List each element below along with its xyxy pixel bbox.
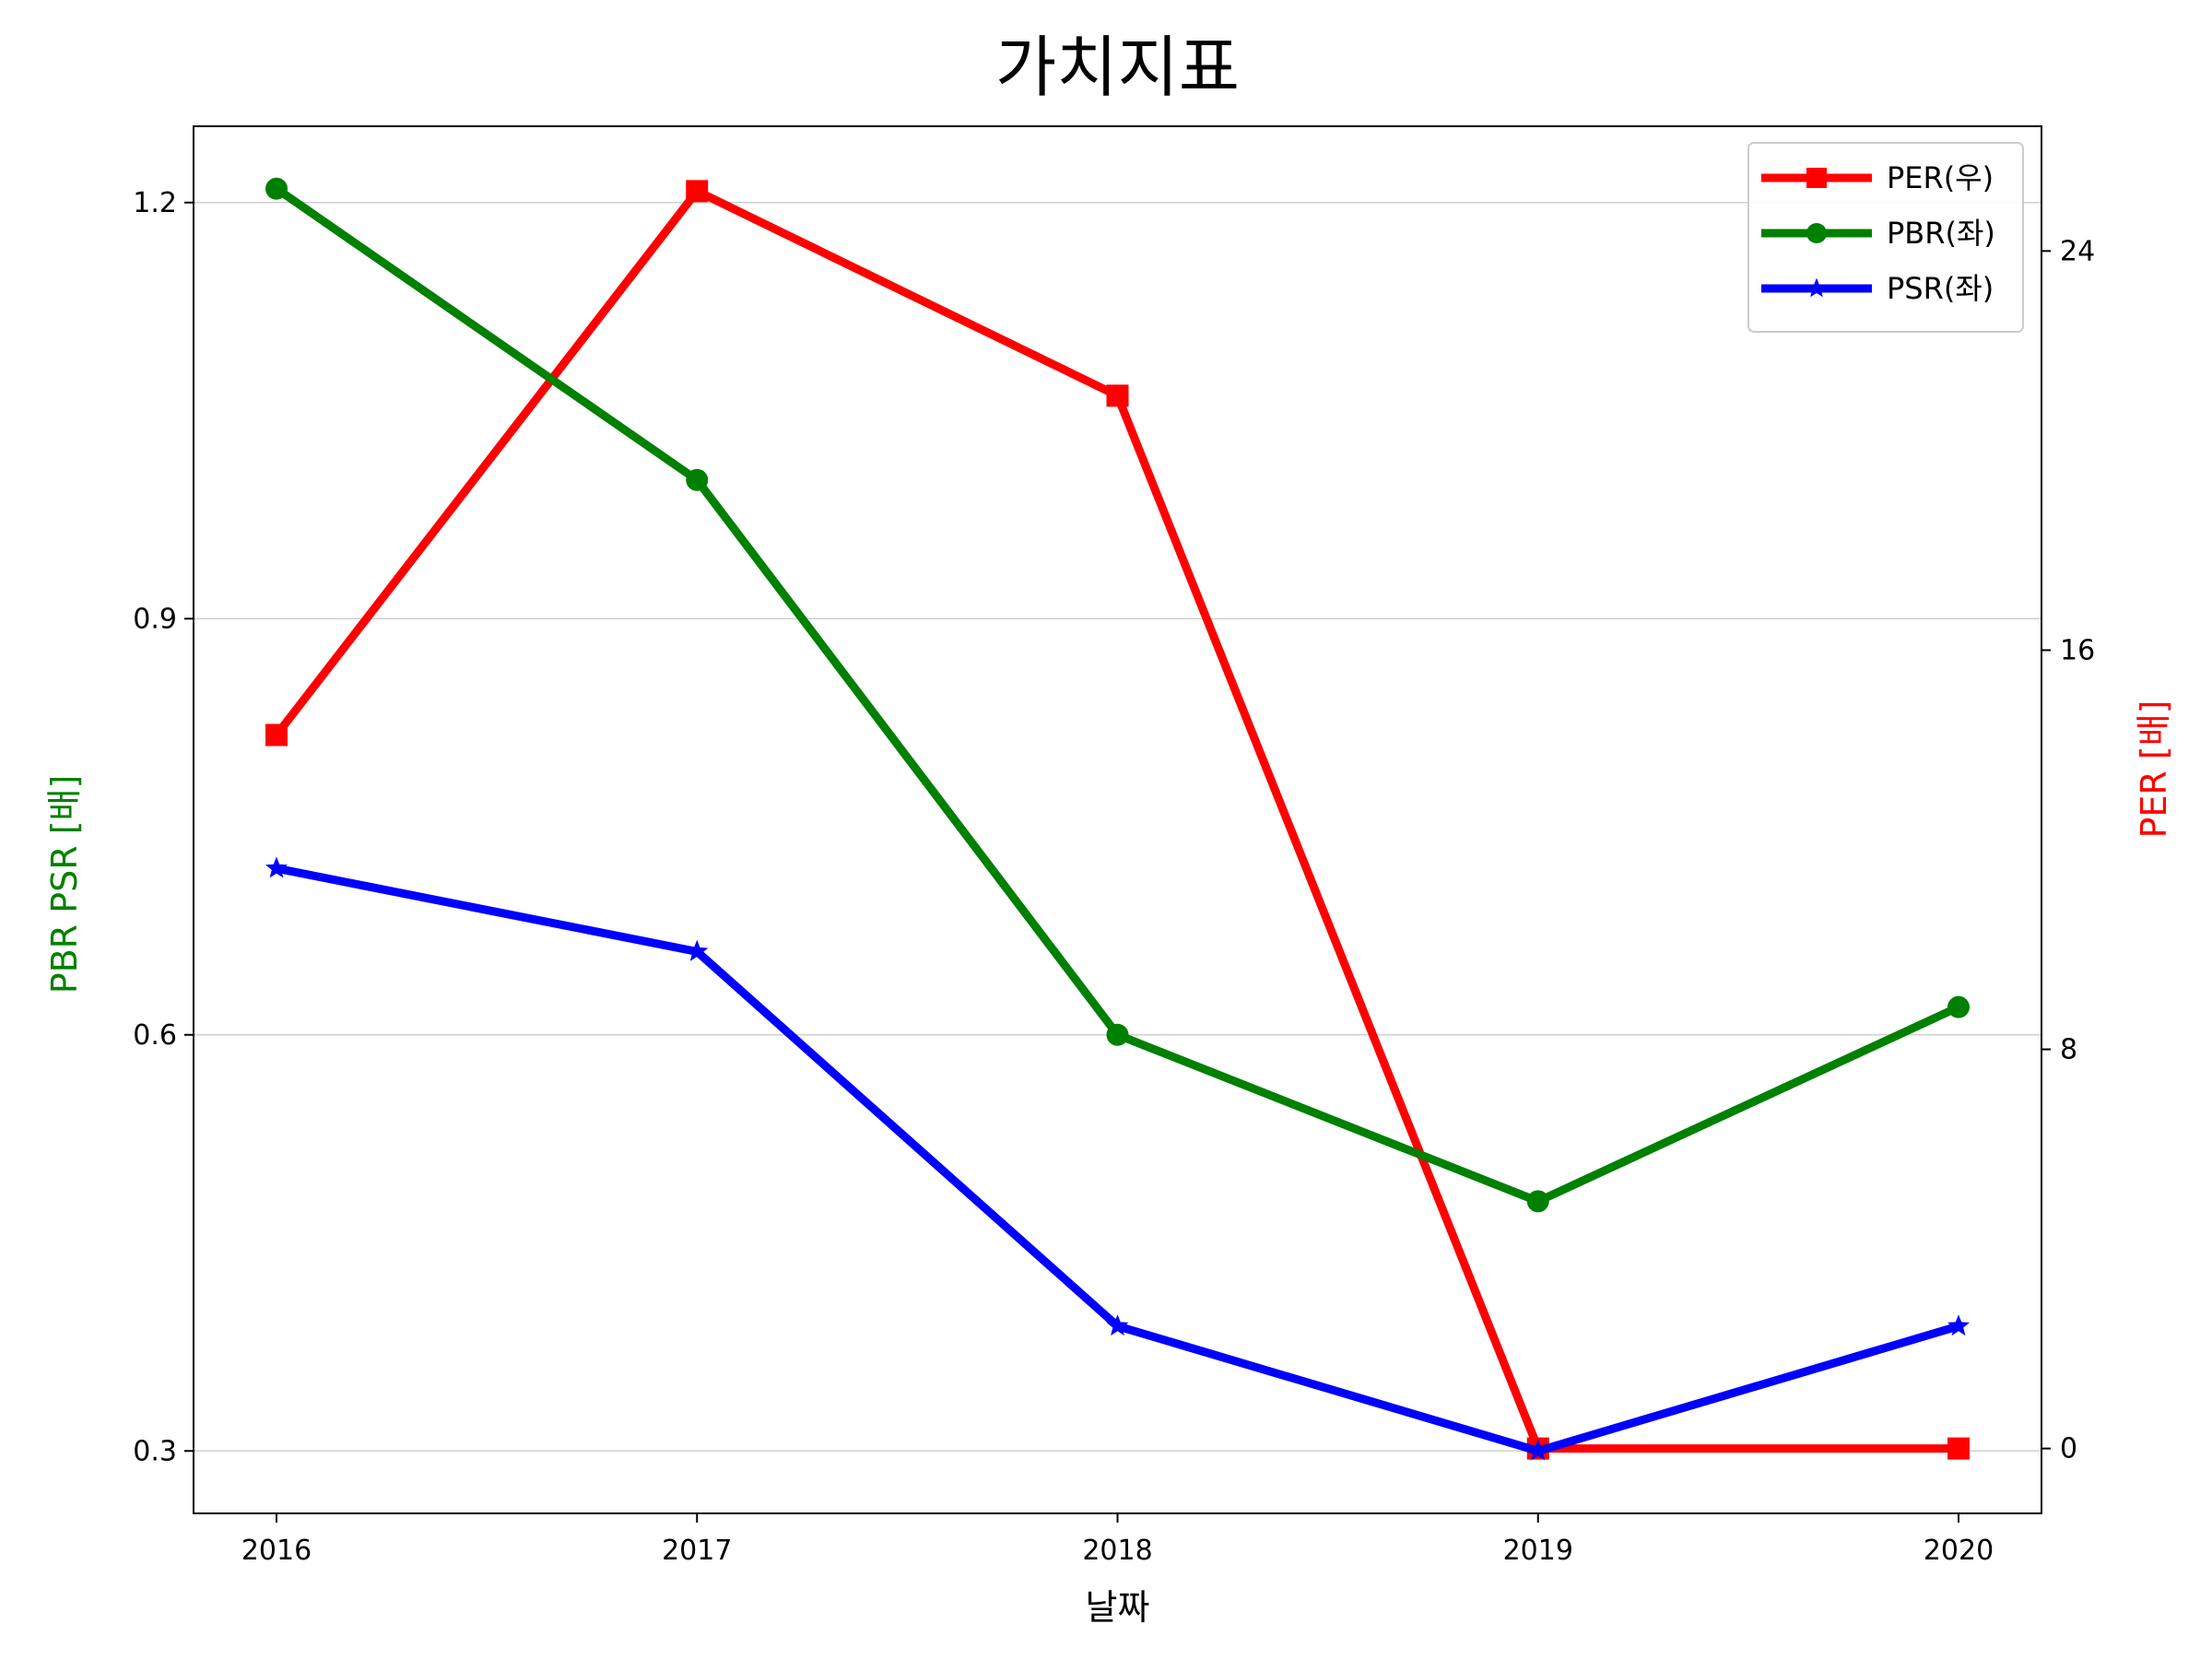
series-circle-point — [1947, 995, 1970, 1018]
y-right-tick-label: 16 — [2060, 634, 2095, 666]
x-tick-label: 2019 — [1503, 1535, 1573, 1567]
y-left-tick-label: 0.6 — [133, 1019, 177, 1052]
legend-label: PBR(좌) — [1887, 216, 1995, 251]
series-layer — [265, 177, 1970, 1461]
series-circle-point — [1526, 1190, 1549, 1213]
series-star-line — [276, 864, 1960, 1455]
series-star-point — [265, 856, 288, 878]
x-tick-label: 2017 — [662, 1535, 732, 1567]
legend-star-marker — [1806, 277, 1827, 298]
chart-title: 가치지표 — [995, 29, 1240, 106]
legend-square-marker — [1806, 168, 1827, 188]
y-right-axis-title: PER [배] — [2134, 700, 2174, 838]
x-tick-label: 2016 — [241, 1535, 312, 1567]
y-right-tick-label: 0 — [2060, 1433, 2077, 1465]
series-circle-line — [274, 185, 1960, 1206]
series-square-point — [686, 180, 709, 203]
legend-label: PER(우) — [1887, 160, 1994, 195]
legend: PER(우) PBR(좌) PSR(좌) — [1747, 142, 2024, 333]
series-star-point — [1106, 1314, 1129, 1336]
y-left-axis-title: PBR PSR [배] — [44, 775, 85, 994]
legend-circle-marker — [1806, 223, 1827, 243]
y-left-tick-label: 1.2 — [133, 187, 177, 219]
y-right-tick-label: 8 — [2060, 1034, 2077, 1066]
y-left-tick-label: 0.9 — [133, 603, 177, 635]
x-axis-title: 날짜 — [1086, 1587, 1150, 1628]
y-right-tick-label: 24 — [2060, 235, 2095, 267]
series-star-point — [1947, 1314, 1970, 1336]
x-tick-label: 2018 — [1082, 1535, 1152, 1567]
series-circle-point — [1106, 1023, 1129, 1046]
series-square-line — [273, 186, 1959, 1453]
axis-layer: 0.3 0.6 0.9 1.2 0 8 16 24 2016 2017 2018 2019 2020 — [133, 187, 2095, 1567]
series-square-point — [265, 724, 288, 747]
series-square-point — [1947, 1437, 1970, 1460]
series-star-point — [1526, 1439, 1549, 1461]
plot-frame — [193, 125, 2042, 1514]
y-left-tick-label: 0.3 — [133, 1435, 177, 1467]
x-tick-label: 2020 — [1924, 1535, 1994, 1567]
series-star-point — [686, 939, 709, 961]
series-circle-point — [265, 177, 288, 200]
series-circle-point — [686, 468, 709, 491]
legend-label: PSR(좌) — [1887, 271, 1994, 306]
series-square-point — [1106, 384, 1129, 407]
